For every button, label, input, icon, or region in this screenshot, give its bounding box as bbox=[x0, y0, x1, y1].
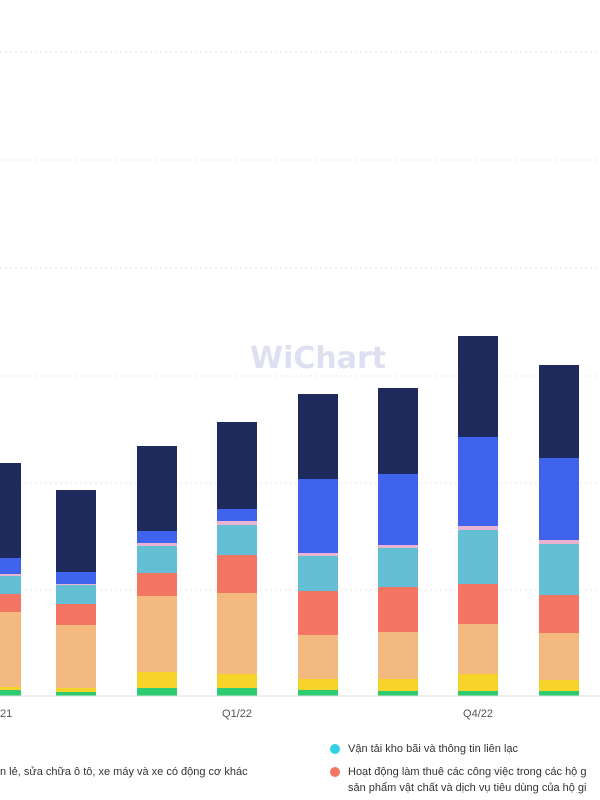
bar-segment[interactable] bbox=[0, 576, 21, 594]
bar-segment[interactable] bbox=[298, 479, 338, 553]
bar-segment[interactable] bbox=[458, 584, 498, 624]
bar-segment[interactable] bbox=[298, 591, 338, 635]
bar-segment[interactable] bbox=[137, 543, 177, 546]
bar-stack[interactable] bbox=[298, 394, 338, 696]
bar-segment[interactable] bbox=[56, 688, 96, 692]
bar-segment[interactable] bbox=[458, 624, 498, 674]
bar-stack[interactable] bbox=[378, 388, 418, 696]
bar-segment[interactable] bbox=[378, 679, 418, 691]
legend-label-retail-repair: n lẻ, sửa chữa ô tô, xe máy và xe có độn… bbox=[0, 766, 248, 778]
bar-stack[interactable] bbox=[0, 463, 21, 696]
bar-segment[interactable] bbox=[217, 555, 257, 593]
bar-segment[interactable] bbox=[298, 556, 338, 591]
legend-label-household-work-line1: Hoạt động làm thuê các công việc trong c… bbox=[348, 766, 587, 778]
bar-segment[interactable] bbox=[217, 422, 257, 509]
bar-segment[interactable] bbox=[0, 463, 21, 558]
bar-segment[interactable] bbox=[137, 446, 177, 531]
bar-segment[interactable] bbox=[298, 553, 338, 556]
legend-item-transport[interactable]: Vận tải kho bãi và thông tin liên lạc bbox=[330, 741, 518, 757]
bar-stack[interactable] bbox=[137, 446, 177, 696]
bar-segment[interactable] bbox=[378, 691, 418, 696]
bar-segment[interactable] bbox=[217, 525, 257, 555]
bar-segment[interactable] bbox=[137, 596, 177, 672]
bar-segment[interactable] bbox=[458, 530, 498, 584]
bar-segment[interactable] bbox=[56, 604, 96, 625]
bar-segment[interactable] bbox=[539, 365, 579, 458]
bar-segment[interactable] bbox=[539, 680, 579, 691]
bar-segment[interactable] bbox=[539, 595, 579, 633]
bar-segment[interactable] bbox=[137, 672, 177, 688]
bar-segment[interactable] bbox=[137, 688, 177, 696]
bar-segment[interactable] bbox=[458, 691, 498, 696]
bar-segment[interactable] bbox=[56, 692, 96, 696]
bar-stack[interactable] bbox=[56, 490, 96, 696]
bar-segment[interactable] bbox=[56, 625, 96, 688]
legend-label-transport: Vận tải kho bãi và thông tin liên lạc bbox=[348, 743, 519, 755]
bar-segment[interactable] bbox=[0, 690, 21, 696]
bar-segment[interactable] bbox=[137, 531, 177, 543]
bar-stack[interactable] bbox=[539, 365, 579, 696]
bar-segment[interactable] bbox=[137, 546, 177, 573]
bar-segment[interactable] bbox=[56, 584, 96, 585]
legend-dot-transport bbox=[330, 744, 340, 754]
bar-segment[interactable] bbox=[217, 674, 257, 688]
bar-segment[interactable] bbox=[378, 587, 418, 632]
bars bbox=[0, 336, 579, 696]
bar-stack[interactable] bbox=[458, 336, 498, 696]
bar-segment[interactable] bbox=[378, 388, 418, 474]
bar-segment[interactable] bbox=[539, 633, 579, 680]
bar-segment[interactable] bbox=[0, 574, 21, 576]
bar-segment[interactable] bbox=[217, 509, 257, 521]
bar-segment[interactable] bbox=[0, 594, 21, 612]
legend-item-retail-repair[interactable]: n lẻ, sửa chữa ô tô, xe máy và xe có độn… bbox=[0, 764, 248, 780]
x-tick-label-21: 21 bbox=[0, 708, 12, 720]
bar-segment[interactable] bbox=[0, 687, 21, 690]
bar-segment[interactable] bbox=[539, 691, 579, 696]
legend-label-household-work-line2: sản phẩm vật chất và dịch vụ tiêu dùng c… bbox=[348, 782, 587, 794]
bar-segment[interactable] bbox=[458, 437, 498, 526]
bar-segment[interactable] bbox=[137, 573, 177, 596]
bar-segment[interactable] bbox=[458, 674, 498, 691]
bar-segment[interactable] bbox=[298, 635, 338, 679]
bar-segment[interactable] bbox=[378, 548, 418, 587]
bar-segment[interactable] bbox=[539, 544, 579, 595]
bar-segment[interactable] bbox=[0, 558, 21, 574]
bar-segment[interactable] bbox=[458, 336, 498, 437]
bar-stack[interactable] bbox=[217, 422, 257, 696]
bar-segment[interactable] bbox=[539, 540, 579, 544]
x-tick-label-q4-22: Q4/22 bbox=[463, 708, 493, 720]
bar-segment[interactable] bbox=[298, 679, 338, 690]
bar-segment[interactable] bbox=[378, 545, 418, 548]
bar-segment[interactable] bbox=[458, 526, 498, 530]
bar-segment[interactable] bbox=[298, 394, 338, 479]
bar-segment[interactable] bbox=[378, 632, 418, 679]
bar-segment[interactable] bbox=[56, 585, 96, 604]
bar-segment[interactable] bbox=[539, 458, 579, 540]
bar-segment[interactable] bbox=[298, 690, 338, 696]
bar-segment[interactable] bbox=[56, 490, 96, 572]
bar-segment[interactable] bbox=[217, 593, 257, 674]
legend-dot-household-work bbox=[330, 767, 340, 777]
bar-segment[interactable] bbox=[0, 612, 21, 687]
x-tick-label-q1-22: Q1/22 bbox=[222, 708, 252, 720]
bar-segment[interactable] bbox=[56, 572, 96, 584]
bar-segment[interactable] bbox=[217, 521, 257, 525]
legend-item-household-work[interactable]: Hoạt động làm thuê các công việc trong c… bbox=[330, 764, 587, 796]
watermark-logo: WiChart bbox=[250, 341, 386, 376]
bar-segment[interactable] bbox=[378, 474, 418, 545]
bar-segment[interactable] bbox=[217, 688, 257, 696]
